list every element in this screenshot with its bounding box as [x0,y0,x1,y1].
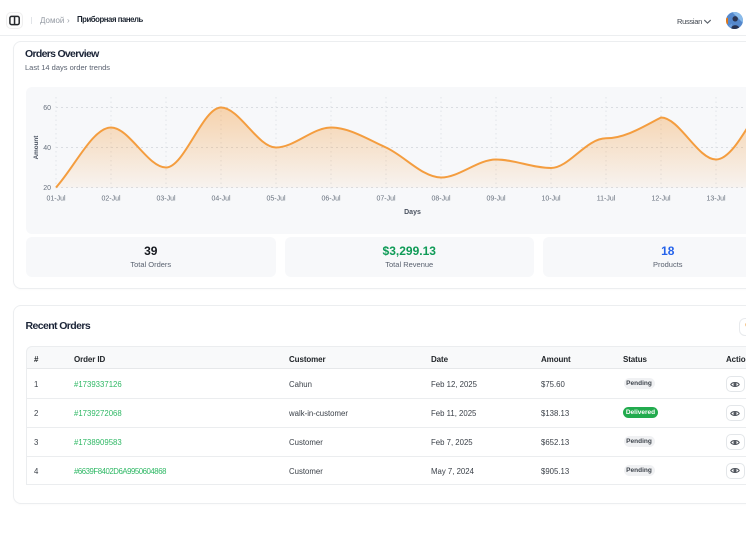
svg-text:40: 40 [43,145,51,152]
svg-text:08-Jul: 08-Jul [431,196,451,203]
svg-text:04-Jul: 04-Jul [211,196,231,203]
svg-text:02-Jul: 02-Jul [101,196,121,203]
svg-text:11-Jul: 11-Jul [597,196,616,203]
svg-text:Days: Days [404,209,421,216]
svg-text:09-Jul: 09-Jul [486,196,506,203]
svg-text:01-Jul: 01-Jul [46,196,66,203]
svg-text:60: 60 [43,105,51,112]
svg-text:13-Jul: 13-Jul [706,196,726,203]
svg-text:10-Jul: 10-Jul [541,196,561,203]
svg-text:Amount: Amount [33,135,40,160]
svg-text:20: 20 [43,185,51,192]
svg-text:07-Jul: 07-Jul [376,196,396,203]
svg-text:12-Jul: 12-Jul [651,196,671,203]
svg-text:03-Jul: 03-Jul [156,196,176,203]
svg-text:05-Jul: 05-Jul [266,196,286,203]
svg-text:06-Jul: 06-Jul [321,196,341,203]
